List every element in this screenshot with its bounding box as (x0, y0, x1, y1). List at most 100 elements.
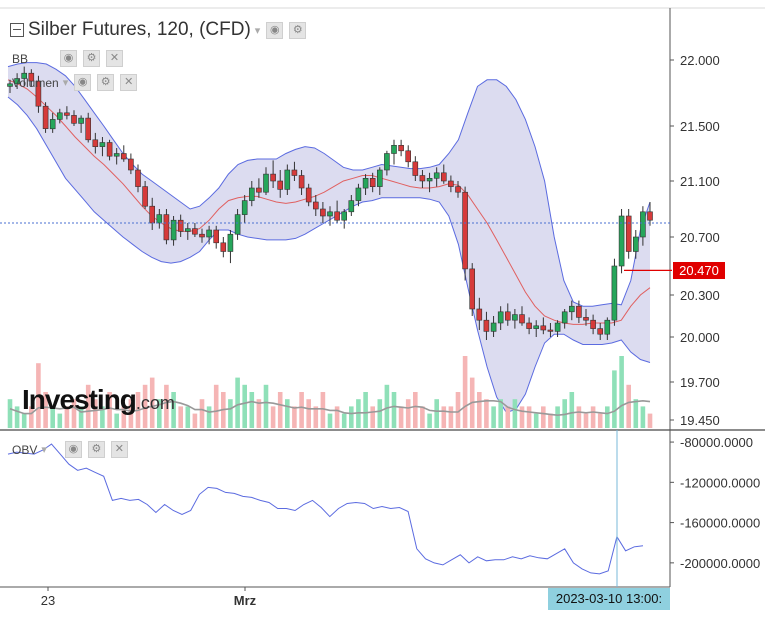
bb-fill (8, 62, 650, 413)
bb-lower-line (7, 96, 651, 413)
candle-body (341, 211, 348, 221)
current-price-tag: 20.470 (673, 262, 725, 279)
eye-icon[interactable]: ◉ (64, 441, 82, 458)
candle-body (312, 201, 319, 210)
volume-bar (185, 406, 191, 428)
eye-icon[interactable]: ◉ (266, 21, 284, 39)
gear-icon[interactable]: ⚙ (87, 441, 105, 458)
volume-bar (85, 384, 91, 428)
candle-body (554, 322, 561, 332)
volume-bar (377, 399, 383, 428)
candle-body (256, 187, 262, 193)
candle-body (85, 117, 91, 141)
volume-bar (93, 399, 98, 428)
candle-body (369, 178, 376, 188)
volume-ma-line (9, 399, 651, 417)
close-icon[interactable]: ✕ (106, 50, 124, 67)
candle-body (28, 72, 35, 82)
volume-bar (171, 392, 176, 428)
candle-body (277, 180, 284, 190)
volume-bar (569, 392, 575, 428)
candle-body (362, 178, 369, 189)
candle-body (412, 161, 419, 176)
chevron-down-icon[interactable]: ▾ (41, 444, 47, 456)
gear-icon[interactable]: ⚙ (289, 21, 307, 39)
volume-bar (413, 392, 418, 428)
chevron-down-icon[interactable]: ▾ (62, 77, 69, 89)
close-icon[interactable]: ✕ (120, 74, 138, 91)
candle-body (476, 308, 483, 321)
candle-body (64, 112, 70, 116)
volume-bar (597, 413, 603, 428)
candle-body (533, 325, 540, 329)
volume-bar (391, 392, 397, 428)
collapse-toggle-icon[interactable] (10, 23, 24, 37)
volume-bar (505, 406, 511, 428)
candle-body (540, 325, 547, 331)
bb-upper-line (7, 62, 651, 307)
candle-body (455, 186, 461, 193)
volume-bar (235, 377, 240, 428)
volume-bar (263, 384, 269, 428)
candle-body (334, 211, 340, 221)
volume-bar (533, 413, 539, 428)
candle-body (348, 200, 355, 213)
volume-bar (71, 399, 77, 428)
eye-icon[interactable]: ◉ (74, 74, 92, 91)
volume-bar (341, 413, 347, 428)
candle-body (270, 173, 276, 182)
volume-bar (420, 406, 425, 428)
volume-bar (29, 406, 34, 428)
candle-body (320, 208, 326, 217)
volume-bar (484, 399, 489, 428)
volume-bar (164, 384, 169, 428)
volume-bar (157, 399, 162, 428)
volume-bar (213, 384, 219, 428)
volume-bar (313, 406, 319, 428)
volume-bar (228, 399, 233, 428)
volume-bar (555, 406, 560, 428)
eye-icon[interactable]: ◉ (60, 50, 78, 67)
volume-bar (605, 406, 610, 428)
y-tick-label: 19.700 (680, 375, 720, 390)
volume-bar (448, 406, 454, 428)
candle-body (170, 219, 177, 241)
obv-y-tick-label: -80000.0000 (680, 435, 753, 450)
candle-body (163, 214, 170, 241)
candle-body (405, 150, 412, 163)
obv-indicator-header: OBV ▾ ◉ ⚙ ✕ (12, 441, 128, 458)
volume-bar (178, 406, 183, 428)
volume-bar (647, 413, 653, 428)
logo-suffix: .com (135, 393, 175, 413)
volume-bar (498, 399, 503, 428)
obv-y-tick-label: -160000.0000 (680, 516, 760, 531)
obv-line (7, 443, 644, 575)
volume-bar (149, 377, 155, 428)
volume-bar (477, 392, 482, 428)
x-tick-label: Mrz (234, 593, 257, 608)
gear-icon[interactable]: ⚙ (83, 50, 101, 67)
crosshair-date-tag: 2023-03-10 13:00: (548, 588, 670, 610)
candle-body (327, 211, 333, 217)
candle-body (71, 115, 77, 124)
volume-bar (455, 392, 461, 428)
gear-icon[interactable]: ⚙ (97, 74, 115, 91)
volume-bar (349, 406, 354, 428)
y-tick-label: 20.300 (680, 288, 720, 303)
obv-series-line (7, 443, 644, 575)
candle-body (384, 153, 390, 171)
candle-body (21, 72, 28, 79)
volume-bar (277, 392, 283, 428)
candle-body (640, 211, 646, 238)
volume-bar (405, 399, 411, 428)
volume-bar (576, 406, 582, 428)
candle-body (142, 186, 148, 207)
bb-label: BB (12, 51, 29, 66)
candle-body (440, 172, 447, 182)
volume-bar (292, 406, 297, 428)
volume-bar (384, 384, 390, 428)
close-icon[interactable]: ✕ (110, 441, 128, 458)
chevron-down-icon[interactable]: ▾ (254, 24, 261, 37)
volume-bar (78, 406, 84, 428)
